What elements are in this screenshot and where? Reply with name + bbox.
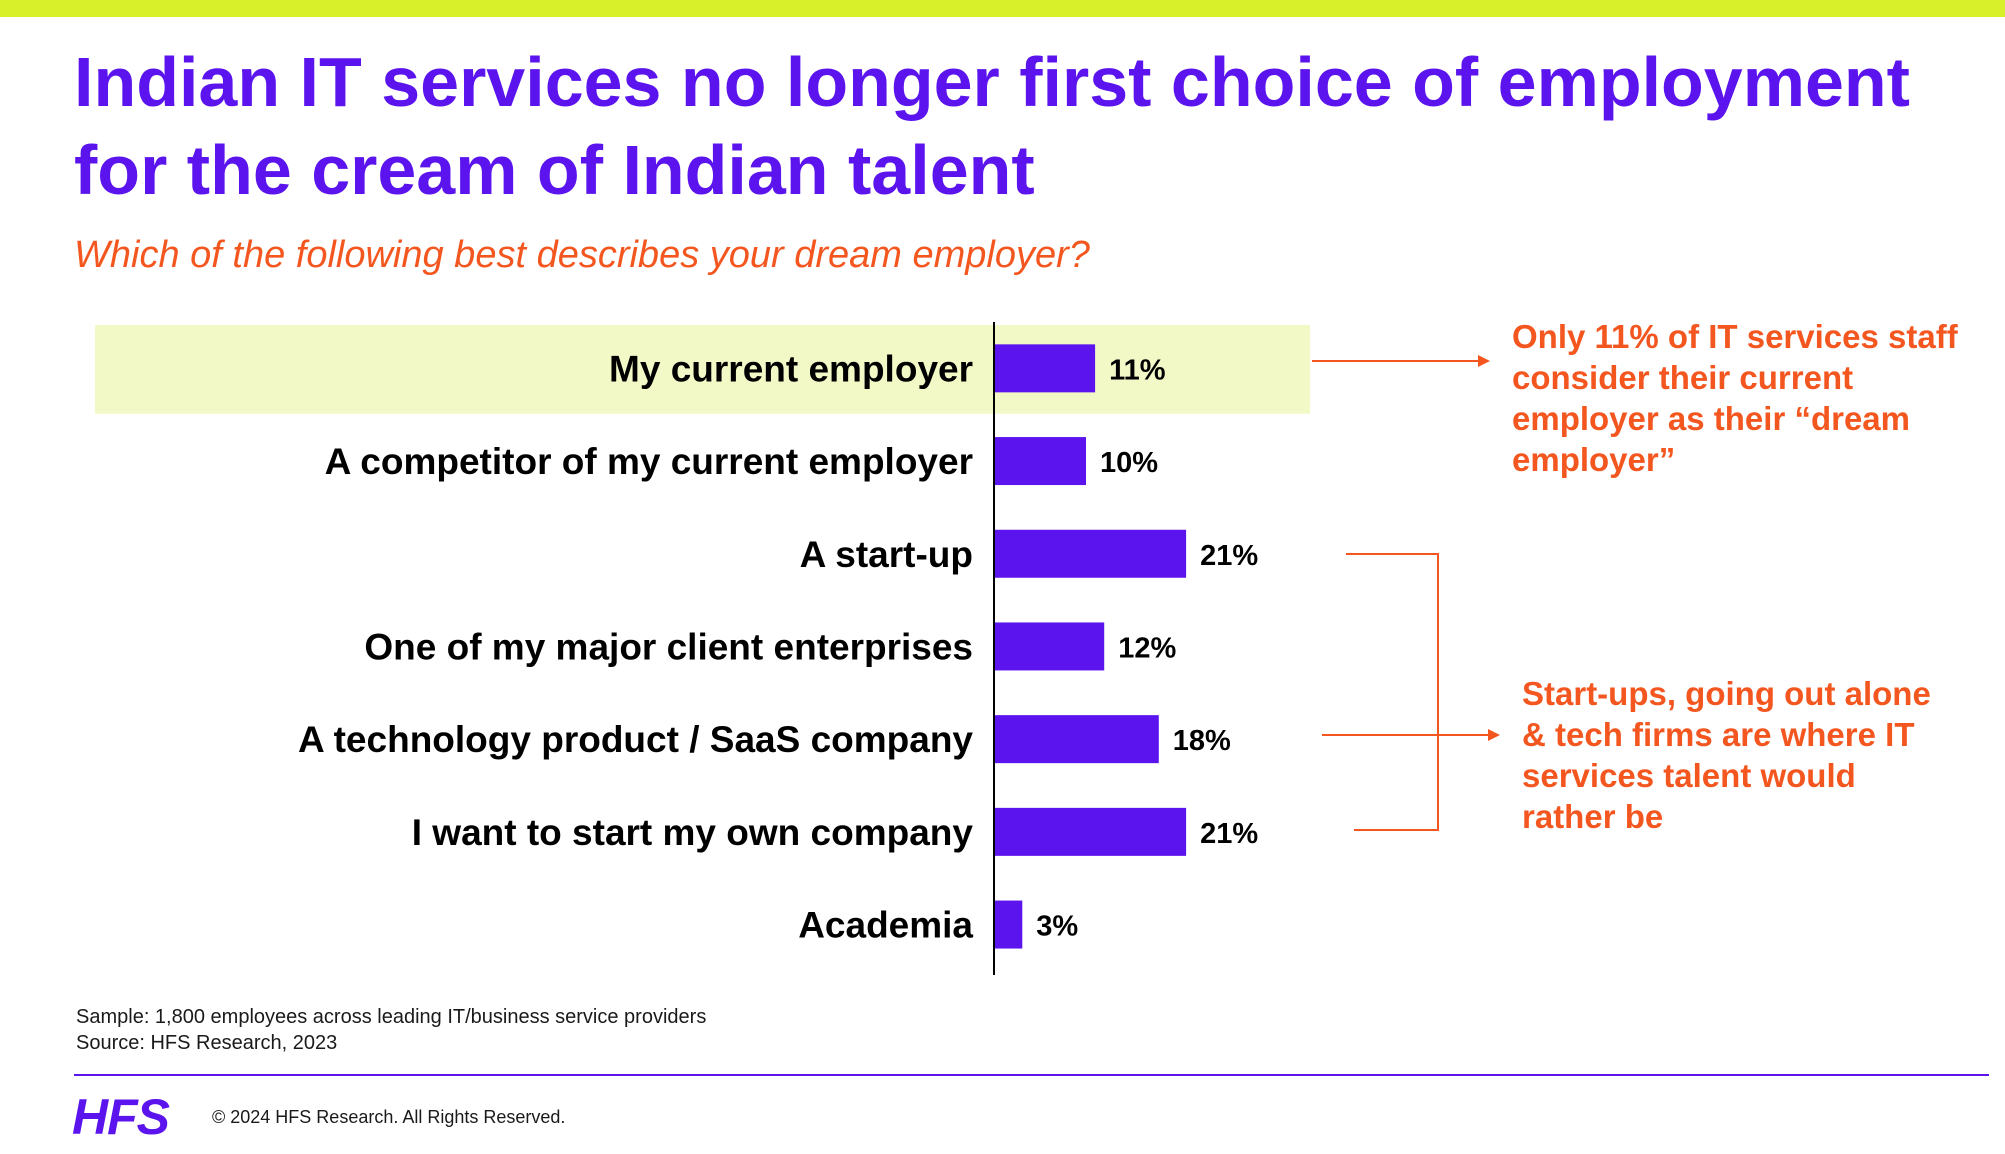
value-label-a-technology-product-saas-company: 18% <box>1173 725 1231 757</box>
callout-arrows <box>1312 355 1500 831</box>
category-label-my-current-employer: My current employer <box>609 348 973 389</box>
callout-current-employer: Only 11% of IT services staff consider t… <box>1512 318 1958 478</box>
sample-note: Sample: 1,800 employees across leading I… <box>76 1006 707 1028</box>
value-label-one-of-my-major-client-enterprises: 12% <box>1118 632 1176 664</box>
arrowhead-1-icon <box>1478 355 1490 367</box>
category-label-a-technology-product-saas-company: A technology product / SaaS company <box>298 719 973 760</box>
category-label-a-competitor-of-my-current-employer: A competitor of my current employer <box>325 441 973 482</box>
source-note: Source: HFS Research, 2023 <box>76 1032 338 1054</box>
value-label-academia: 3% <box>1036 911 1078 943</box>
bars-layer: My current employer 11% A competitor of my… <box>298 344 1258 949</box>
value-label-a-start-up: 21% <box>1200 540 1258 572</box>
value-label-a-competitor-of-my-current-employer: 10% <box>1100 447 1158 479</box>
bar-a-start-up <box>995 529 1187 578</box>
category-label-i-want-to-start-my-own-company: I want to start my own company <box>412 812 974 853</box>
highlight-band <box>95 325 1310 414</box>
survey-question: Which of the following best describes yo… <box>74 234 1090 276</box>
footer-divider <box>74 1074 1989 1076</box>
callout-startups: Start-ups, going out alone & tech firms … <box>1522 675 1931 835</box>
bar-academia <box>995 900 1023 949</box>
hfs-logo: HFS <box>72 1089 170 1145</box>
category-label-a-start-up: A start-up <box>800 534 973 575</box>
category-label-one-of-my-major-client-enterprises: One of my major client enterprises <box>364 626 973 667</box>
bar-i-want-to-start-my-own-company <box>995 807 1187 856</box>
bar-my-current-employer <box>995 344 1096 393</box>
bracket-line <box>1346 553 1439 831</box>
page-title: Indian IT services no longer first choic… <box>74 43 1910 209</box>
bar-a-competitor-of-my-current-employer <box>995 437 1086 486</box>
value-label-i-want-to-start-my-own-company: 21% <box>1200 818 1258 850</box>
bar-one-of-my-major-client-enterprises <box>995 622 1105 671</box>
top-accent-bar <box>0 0 2005 17</box>
copyright-text: © 2024 HFS Research. All Rights Reserved… <box>212 1107 566 1127</box>
bar-a-technology-product-saas-company <box>995 715 1159 764</box>
arrowhead-2-icon <box>1488 729 1500 741</box>
category-label-academia: Academia <box>798 905 973 946</box>
value-label-my-current-employer: 11% <box>1109 354 1166 386</box>
